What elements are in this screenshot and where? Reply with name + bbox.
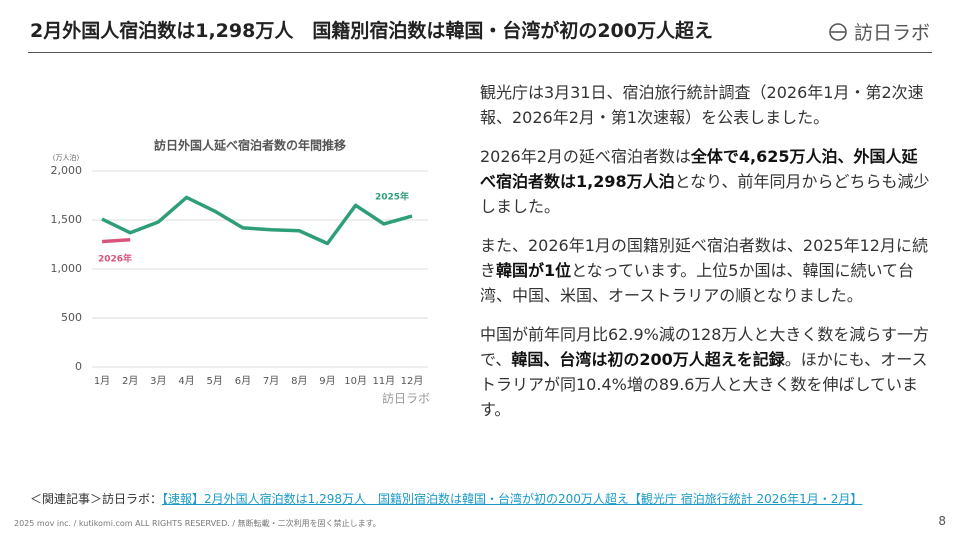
slide-title: 2月外国人宿泊数は1,298万人 国籍別宿泊数は韓国・台湾が初の200万人超え xyxy=(30,20,713,42)
chart: 訪日外国人延べ宿泊者数の年間推移 (万人泊) 訪日ラボ 0 500 1,000 1,5… xyxy=(51,138,431,406)
text: 2026年2月の延べ宿泊者数は xyxy=(480,147,691,166)
bold-text: 韓国が1位 xyxy=(496,261,572,280)
x-tick-label: 4月 xyxy=(178,375,194,387)
paragraph: 中国が前年同月比62.9%減の128万人と大きく数を減らす一方で、韓国、台湾は初… xyxy=(480,322,930,422)
y-tick-label: 0 xyxy=(75,360,82,373)
paragraph: 観光庁は3月31日、宿泊旅行統計調査（2026年1月・第2次速報、2026年2月… xyxy=(480,80,930,130)
text: 観光庁は3月31日、宿泊旅行統計調査（2026年1月・第2次速報、2026年2月… xyxy=(480,83,924,127)
text: また、2026年1月の国籍別延べ宿泊者数は、2025年12月に続き xyxy=(480,236,928,280)
body-text: 観光庁は3月31日、宿泊旅行統計調査（2026年1月・第2次速報、2026年2月… xyxy=(480,80,930,436)
x-tick-label: 1月 xyxy=(94,375,110,387)
related-link[interactable]: 【速報】2月外国人宿泊数は1,298万人 国籍別宿泊数は韓国・台湾が初の200万… xyxy=(162,492,863,506)
page-number: 8 xyxy=(938,514,946,528)
x-tick-label: 7月 xyxy=(263,375,279,387)
x-tick-label: 10月 xyxy=(344,375,367,387)
text: となり、前年同月からどちらも減少しました。 xyxy=(480,172,930,216)
y-tick-label: 500 xyxy=(61,311,82,324)
x-tick-label: 2月 xyxy=(122,375,138,387)
series-label: 2025年 xyxy=(375,191,409,203)
text: 。ほかにも、オーストラリアが同10.4%増の89.6万人と大きく数を伸ばしていま… xyxy=(480,350,928,419)
related-prefix: ＜関連記事＞訪日ラボ： xyxy=(30,492,163,506)
x-tick-label: 11月 xyxy=(372,375,395,387)
watermark: 訪日ラボ xyxy=(382,391,430,406)
header-rule xyxy=(28,52,932,53)
bold-text: 韓国、台湾は初の200万人超えを記録 xyxy=(511,350,785,369)
logo-icon xyxy=(829,22,847,41)
logo-text: 訪日ラボ xyxy=(853,22,930,44)
y-unit: (万人泊) xyxy=(53,153,80,162)
x-tick-label: 8月 xyxy=(291,375,307,387)
paragraph: 2026年2月の延べ宿泊者数は全体で4,625万人泊、外国人延べ宿泊者数は1,2… xyxy=(480,144,930,219)
x-tick-label: 6月 xyxy=(235,375,251,387)
x-tick-label: 5月 xyxy=(207,375,223,387)
line-series xyxy=(101,195,413,246)
related-article: ＜関連記事＞訪日ラボ：【速報】2月外国人宿泊数は1,298万人 国籍別宿泊数は韓… xyxy=(30,490,862,507)
y-tick-label: 1,000 xyxy=(51,262,83,275)
text: となっています。上位5か国は、韓国に続いて台湾、中国、米国、オーストラリアの順と… xyxy=(480,261,914,305)
x-tick-label: 3月 xyxy=(150,375,166,387)
logo: 訪日ラボ xyxy=(828,18,930,45)
copyright: 2025 mov inc. / kutikomi.com ALL RIGHTS … xyxy=(14,519,381,528)
x-tick-label: 12月 xyxy=(401,375,424,387)
chart-title: 訪日外国人延べ宿泊者数の年間推移 xyxy=(154,138,346,153)
series-label: 2026年 xyxy=(98,253,132,265)
paragraph: また、2026年1月の国籍別延べ宿泊者数は、2025年12月に続き韓国が1位とな… xyxy=(480,233,930,308)
line-series xyxy=(101,238,131,244)
text: 中国が前年同月比62.9%減の128万人と大きく数を減らす一方で、 xyxy=(480,325,930,369)
bold-text: 全体で4,625万人泊、外国人延べ宿泊者数は1,298万人泊 xyxy=(480,147,918,191)
y-tick-label: 1,500 xyxy=(51,213,83,226)
y-tick-label: 2,000 xyxy=(51,164,83,177)
x-tick-label: 9月 xyxy=(319,375,335,387)
